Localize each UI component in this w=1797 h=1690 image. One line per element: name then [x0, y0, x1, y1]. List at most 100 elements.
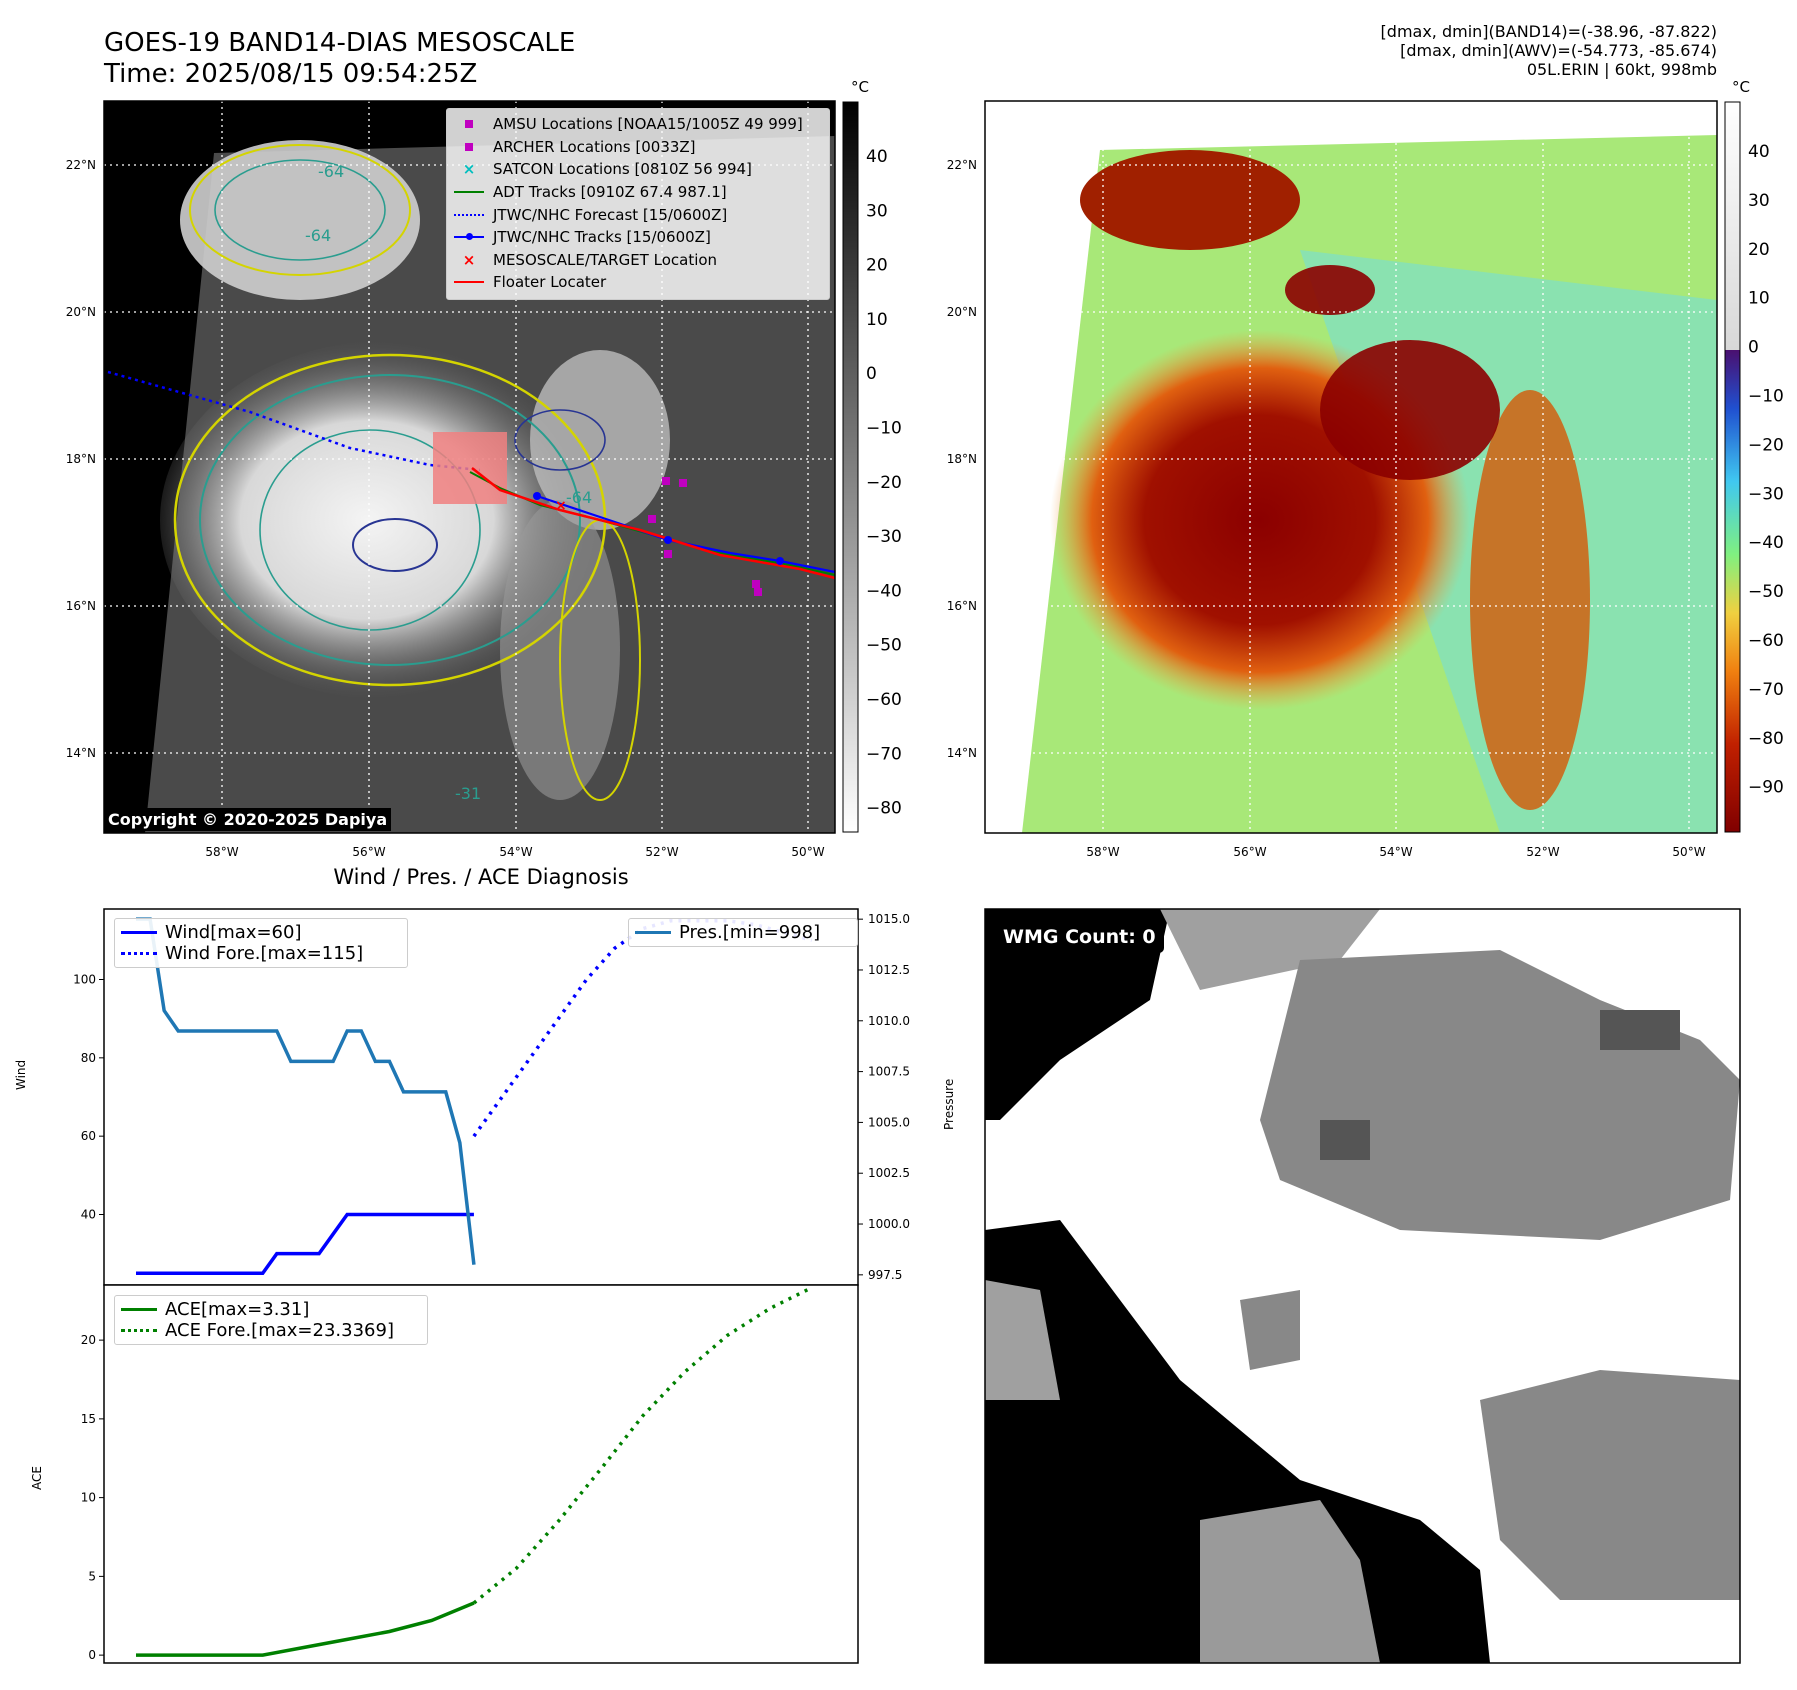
- wv-lon-tick: 58°W: [1086, 845, 1119, 859]
- wv-colorbar-tick: −80: [1748, 729, 1784, 749]
- contour-label: -64: [318, 162, 345, 181]
- wind-chart: 100 80 60 40: [73, 919, 813, 1275]
- ir-lat-tick: 22°N: [66, 158, 96, 172]
- legend-entry: AMSU Locations [NOAA15/1005Z 49 999]: [453, 113, 829, 136]
- wv-lat-tick: 20°N: [947, 305, 977, 319]
- legend-entry: JTWC/NHC Forecast [15/0600Z]: [453, 203, 829, 226]
- wv-colorbar-unit: °C: [1732, 78, 1750, 96]
- wind-series-line: [136, 1212, 474, 1275]
- wind-tick-label: 80: [81, 1051, 96, 1065]
- ace-chart: 20 15 10 5 0: [81, 1286, 813, 1662]
- legend-label: ADT Tracks [0910Z 67.4 987.1]: [493, 183, 727, 202]
- ir-colorbar-unit: °C: [851, 78, 869, 96]
- ace-forecast-line: [472, 1286, 813, 1605]
- ace-frame: [103, 1284, 859, 1664]
- wv-colorbar-tick: −20: [1748, 435, 1784, 455]
- title-line-product: GOES-19 BAND14-DIAS MESOSCALE: [104, 28, 576, 58]
- ir-legend: AMSU Locations [NOAA15/1005Z 49 999] ARCH…: [446, 108, 830, 300]
- pressure-series-line: [136, 917, 476, 1265]
- pressure-legend: Pres.[min=998]: [628, 918, 858, 947]
- wv-lat-tick: 16°N: [947, 599, 977, 613]
- tick-layer: 22°N 20°N 18°N 16°N 14°N 58°W 56°W 54°W 52°W 50°W…: [66, 142, 1784, 859]
- wv-lon-tick: 56°W: [1233, 845, 1266, 859]
- ir-colorbar-tick: −10: [866, 419, 902, 439]
- legend-marker: ×: [462, 250, 476, 269]
- legend-marker: [453, 233, 485, 241]
- ace-series-line: [136, 1601, 475, 1657]
- wv-colorbar-tick: −90: [1748, 778, 1784, 798]
- legend-marker: [453, 213, 485, 216]
- legend-ace-label: ACE[max=3.31]: [165, 1299, 310, 1320]
- wind-tick-label: 60: [81, 1129, 96, 1143]
- ir-colorbar-tick: −30: [866, 527, 902, 547]
- ace-tick-label: 0: [88, 1648, 96, 1662]
- legend-label: JTWC/NHC Tracks [15/0600Z]: [493, 228, 711, 247]
- legend-wind-fore: Wind Fore.[max=115]: [121, 943, 401, 964]
- ir-colorbar-tick: −80: [866, 799, 902, 819]
- ir-lon-tick: 50°W: [791, 845, 824, 859]
- ir-frame: [103, 100, 836, 834]
- legend-line: [121, 1329, 157, 1332]
- wind-tick-label: 100: [73, 973, 96, 987]
- ir-colorbar-tick: 30: [866, 201, 888, 221]
- ir-lat-tick: 18°N: [66, 452, 96, 466]
- ace-tick-label: 10: [81, 1491, 96, 1505]
- stats-awv: [dmax, dmin](AWV)=(-54.773, -85.674): [1400, 41, 1717, 60]
- ir-colorbar: [842, 101, 859, 833]
- ir-lat-tick: 20°N: [66, 305, 96, 319]
- wv-lat-tick: 18°N: [947, 452, 977, 466]
- legend-marker: [453, 281, 485, 284]
- wv-colorbar-tick: −50: [1748, 582, 1784, 602]
- pressure-chart: 1015.0 1012.5 1010.0 1007.5 1005.0 1002.5 1000…: [136, 912, 910, 1282]
- legend-line: [121, 931, 157, 934]
- wv-colorbar-tick: 20: [1748, 240, 1770, 260]
- legend-wind-fore-label: Wind Fore.[max=115]: [165, 943, 364, 964]
- ir-colorbar-tick: 10: [866, 310, 888, 330]
- wv-lat-tick: 14°N: [947, 746, 977, 760]
- legend-entry: ADT Tracks [0910Z 67.4 987.1]: [453, 181, 829, 204]
- pressure-tick-label: 1012.5: [868, 963, 910, 977]
- legend-ace-fore-label: ACE Fore.[max=23.3369]: [165, 1320, 394, 1341]
- stats-storm: 05L.ERIN | 60kt, 998mb: [1526, 60, 1717, 79]
- wv-lon-tick: 54°W: [1379, 845, 1412, 859]
- legend-pres-label: Pres.[min=998]: [679, 922, 821, 943]
- ace-tick-label: 15: [81, 1412, 96, 1426]
- legend-ace: ACE[max=3.31]: [121, 1299, 421, 1320]
- pressure-tick-label: 1002.5: [868, 1166, 910, 1180]
- copyright-badge: Copyright © 2020-2025 Dapiya: [104, 808, 392, 831]
- pressure-axis-label: Pressure: [942, 1078, 956, 1130]
- legend-line: [121, 1308, 157, 1311]
- legend-entry: JTWC/NHC Tracks [15/0600Z]: [453, 226, 829, 249]
- legend-label: MESOSCALE/TARGET Location: [493, 250, 718, 269]
- contour-label: -31: [455, 784, 482, 803]
- wv-image: [985, 101, 1717, 833]
- legend-label: SATCON Locations [0810Z 56 994]: [493, 160, 752, 179]
- ir-colorbar-tick: 0: [866, 364, 877, 384]
- pressure-tick-label: 1010.0: [868, 1014, 910, 1028]
- wv-colorbar-tick: −40: [1748, 533, 1784, 553]
- pressure-tick-label: 1015.0: [868, 912, 910, 926]
- contour-label: -64: [305, 226, 332, 245]
- contour-label: -64: [566, 488, 593, 507]
- legend-entry: ARCHER Locations [0033Z]: [453, 136, 829, 159]
- wmg-image: [985, 909, 1740, 1663]
- legend-entry: Floater Locater: [453, 271, 829, 294]
- legend-pres: Pres.[min=998]: [635, 922, 851, 943]
- legend-wind-label: Wind[max=60]: [165, 922, 302, 943]
- wv-colorbar-tick: 40: [1748, 142, 1770, 162]
- wv-colorbar: [1724, 101, 1741, 833]
- legend-entry: × SATCON Locations [0810Z 56 994]: [453, 158, 829, 181]
- wmg-frame: [984, 908, 1741, 1664]
- wind-tick-label: 40: [81, 1208, 96, 1222]
- ir-colorbar-tick: 40: [866, 147, 888, 167]
- wv-colorbar-tick: 30: [1748, 191, 1770, 211]
- ir-colorbar-tick: 20: [866, 256, 888, 276]
- legend-wind: Wind[max=60]: [121, 922, 401, 943]
- ir-lon-tick: 58°W: [205, 845, 238, 859]
- wv-colorbar-tick: −60: [1748, 631, 1784, 651]
- ir-colorbar-tick: −70: [866, 744, 902, 764]
- pressure-tick-label: 1007.5: [868, 1065, 910, 1079]
- ir-lat-tick: 16°N: [66, 599, 96, 613]
- ir-colorbar-tick: −40: [866, 581, 902, 601]
